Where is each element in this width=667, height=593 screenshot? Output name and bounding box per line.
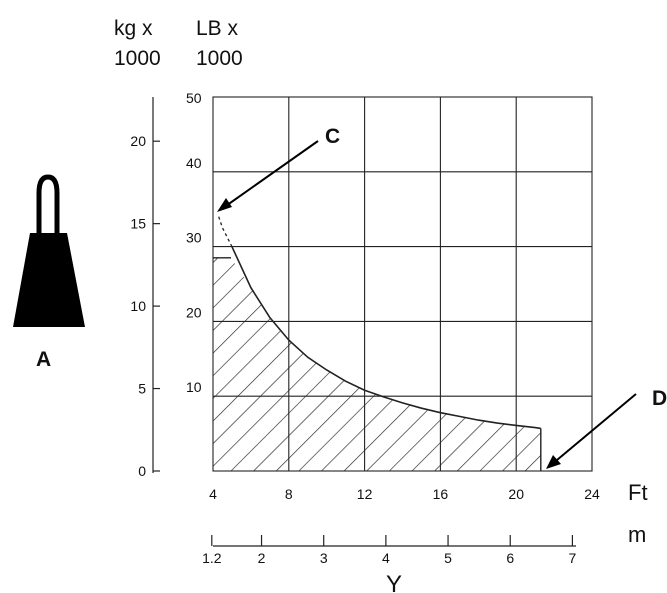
callout-d-arrow xyxy=(550,393,637,466)
m-tick-label: 6 xyxy=(506,550,514,566)
lb-tick-label: 50 xyxy=(186,90,202,106)
lb-unit-label-line1: LB x xyxy=(196,17,239,40)
lb-tick-label: 20 xyxy=(186,304,202,320)
kg-unit-label-line2: 1000 xyxy=(114,47,161,70)
m-tick-label: 4 xyxy=(382,550,390,566)
capacity-outline xyxy=(213,257,542,471)
kg-tick-label: 20 xyxy=(130,133,146,149)
load-curve-line xyxy=(231,246,541,430)
lb-tick-label: 40 xyxy=(186,155,202,171)
ft-tick-label: 24 xyxy=(584,486,600,502)
kg-unit-label-line1: kg x xyxy=(114,17,153,40)
lb-axis-ticks: 10 20 30 40 50 xyxy=(186,90,202,395)
ft-tick-label: 16 xyxy=(433,486,449,502)
kg-tick-label: 15 xyxy=(130,216,146,232)
lb-tick-label: 30 xyxy=(186,230,202,246)
lb-unit-label-line2: 1000 xyxy=(196,47,243,70)
load-curve-extension xyxy=(218,216,233,247)
m-tick-label: 2 xyxy=(258,550,266,566)
kg-tick-label: 10 xyxy=(130,298,146,314)
ft-tick-label: 4 xyxy=(209,486,217,502)
callout-a-label: A xyxy=(36,348,51,371)
m-tick-label: 1.2 xyxy=(202,550,222,566)
capacity-area xyxy=(213,257,541,471)
ft-tick-label: 12 xyxy=(357,486,373,502)
m-tick-label: 5 xyxy=(444,550,452,566)
callout-d-arrowhead xyxy=(546,455,561,469)
callout-c-label: C xyxy=(325,125,340,148)
m-tick-label: 3 xyxy=(320,550,328,566)
callout-y-label: Y xyxy=(386,571,402,593)
m-tick-label: 7 xyxy=(568,550,576,566)
callout-c-arrowhead xyxy=(217,198,232,212)
ft-tick-label: 8 xyxy=(285,486,293,502)
lb-tick-label: 10 xyxy=(186,379,202,395)
callout-c-arrow xyxy=(222,140,319,209)
weight-icon xyxy=(13,174,85,327)
kg-axis-ticks: 0 5 10 15 20 xyxy=(130,133,160,479)
callout-d-label: D xyxy=(652,387,667,410)
m-unit-label: m xyxy=(628,522,646,547)
m-axis-ticks: 1.2 2 3 4 5 6 7 xyxy=(202,535,576,566)
ft-tick-label: 20 xyxy=(508,486,524,502)
kg-tick-label: 0 xyxy=(138,463,146,479)
ft-axis-ticks: 4 8 12 16 20 24 xyxy=(209,486,600,502)
ft-unit-label: Ft xyxy=(628,480,648,505)
kg-tick-label: 5 xyxy=(138,381,146,397)
